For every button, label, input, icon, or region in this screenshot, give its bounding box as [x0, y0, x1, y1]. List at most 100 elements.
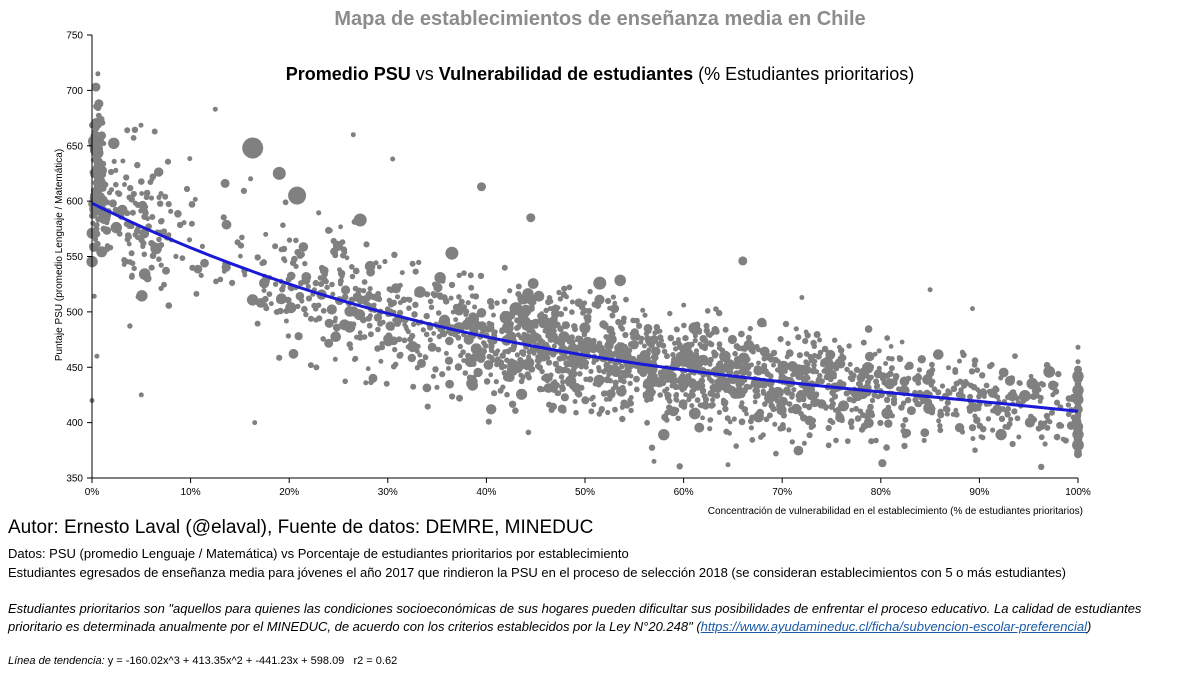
school-point-large — [390, 156, 396, 162]
school-point — [716, 375, 728, 387]
school-point — [602, 322, 609, 328]
school-point — [790, 372, 796, 378]
school-point — [688, 407, 701, 420]
school-point — [578, 304, 586, 311]
author-line: Autor: Ernesto Laval (@elaval), Fuente d… — [8, 517, 594, 538]
school-point — [633, 375, 640, 383]
highlight-points-layer — [89, 71, 1081, 468]
school-point — [259, 260, 265, 266]
school-point — [1050, 392, 1056, 398]
school-point — [998, 367, 1009, 378]
school-point — [762, 401, 768, 407]
school-point — [268, 301, 274, 307]
school-point — [803, 374, 810, 382]
school-point-large — [1075, 453, 1081, 459]
school-point — [873, 437, 879, 444]
school-point — [361, 279, 368, 285]
school-point — [124, 236, 131, 243]
school-point — [434, 384, 440, 390]
school-point — [945, 388, 951, 394]
school-point — [623, 296, 629, 303]
school-point — [284, 296, 292, 304]
school-point — [796, 406, 802, 411]
school-point — [838, 400, 849, 412]
school-point — [785, 349, 794, 357]
school-point — [681, 403, 688, 410]
school-point — [603, 390, 609, 397]
school-point — [482, 325, 489, 332]
school-point — [874, 382, 881, 389]
school-point-large — [95, 71, 101, 77]
school-point — [357, 330, 363, 336]
school-point — [957, 358, 962, 364]
school-point — [239, 234, 245, 241]
school-point — [686, 345, 692, 351]
school-point — [694, 422, 705, 433]
school-point — [849, 407, 855, 413]
school-point — [811, 343, 817, 349]
school-point — [624, 351, 632, 359]
school-point — [356, 334, 364, 341]
school-point — [682, 335, 689, 342]
school-point — [708, 389, 714, 396]
school-point-large — [242, 137, 264, 159]
school-point — [578, 384, 585, 391]
school-point — [1072, 373, 1084, 384]
school-point — [305, 283, 311, 290]
school-point — [980, 434, 986, 441]
school-point — [435, 310, 442, 316]
school-point — [467, 272, 474, 279]
school-point — [515, 332, 521, 338]
school-point — [606, 389, 616, 399]
school-point — [397, 300, 403, 306]
school-point — [707, 340, 713, 347]
school-point — [692, 337, 698, 344]
school-point — [572, 399, 578, 404]
school-point-large — [1075, 359, 1081, 365]
trend-note: Línea de tendencia: y = -160.02x^3 + 413… — [8, 655, 1193, 667]
school-point — [888, 344, 894, 349]
school-point — [1072, 393, 1084, 404]
school-point — [179, 255, 186, 261]
school-point — [1009, 440, 1016, 448]
school-point — [423, 312, 430, 320]
school-point — [803, 351, 810, 357]
school-point — [338, 224, 343, 230]
school-point — [376, 264, 382, 270]
school-point — [504, 357, 510, 363]
school-point — [443, 319, 449, 325]
school-point — [699, 402, 705, 409]
school-point — [661, 348, 668, 355]
school-point — [680, 385, 686, 391]
school-point — [821, 368, 827, 374]
school-point — [651, 353, 658, 360]
school-point — [162, 266, 170, 275]
school-point — [876, 365, 882, 371]
school-point — [162, 193, 169, 200]
school-point — [562, 321, 570, 330]
school-point — [637, 368, 643, 374]
school-point — [515, 283, 522, 290]
school-point — [486, 353, 493, 360]
school-point — [901, 379, 908, 387]
school-point — [108, 137, 120, 149]
school-point — [127, 184, 134, 192]
school-point — [636, 322, 643, 329]
school-point — [770, 405, 777, 413]
school-point — [491, 390, 498, 397]
school-point — [527, 278, 539, 289]
school-point — [591, 402, 597, 408]
school-point-large — [288, 186, 307, 205]
school-point — [707, 361, 713, 367]
school-point — [899, 339, 905, 345]
school-point — [407, 336, 414, 343]
mineduc-link[interactable]: https://www.ayudamineduc.cl/ficha/subven… — [700, 619, 1088, 634]
school-point — [332, 356, 338, 362]
school-point — [188, 220, 195, 227]
school-point — [536, 385, 544, 393]
school-point — [129, 209, 136, 216]
school-point — [348, 345, 354, 351]
x-tick-label: 100% — [1065, 487, 1091, 498]
school-point — [540, 339, 546, 346]
school-point — [409, 260, 416, 267]
